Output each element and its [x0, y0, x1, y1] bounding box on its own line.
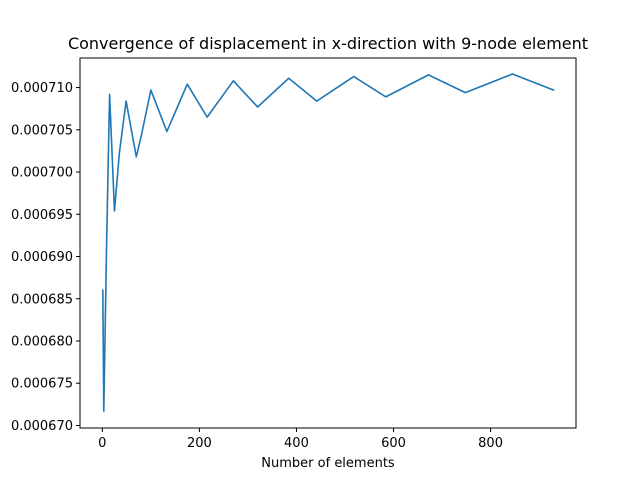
- y-tick-label: 0.000700: [11, 166, 73, 181]
- y-tick-label: 0.000675: [11, 377, 73, 392]
- chart-title: Convergence of displacement in x-directi…: [68, 34, 588, 53]
- y-tick-label: 0.000680: [11, 334, 73, 349]
- x-tick-label: 800: [478, 436, 503, 451]
- series-line: [102, 73, 555, 412]
- x-axis: 0 200 400 600 800: [98, 428, 503, 451]
- plot-frame: [79, 57, 577, 429]
- y-tick-label: 0.000710: [11, 81, 73, 96]
- plot-area: [102, 73, 555, 412]
- x-tick-label: 0: [98, 436, 106, 451]
- x-tick-label: 600: [381, 436, 406, 451]
- y-tick-label: 0.000705: [11, 123, 73, 138]
- y-tick-label: 0.000690: [11, 250, 73, 265]
- y-tick-label: 0.000685: [11, 292, 73, 307]
- x-axis-label: Number of elements: [261, 456, 395, 471]
- y-tick-label: 0.000670: [11, 419, 73, 434]
- x-tick-label: 400: [284, 436, 309, 451]
- y-axis: 0.000670 0.000675 0.000680 0.000685 0.000690…: [11, 81, 80, 434]
- y-tick-label: 0.000695: [11, 208, 73, 223]
- x-tick-label: 200: [187, 436, 212, 451]
